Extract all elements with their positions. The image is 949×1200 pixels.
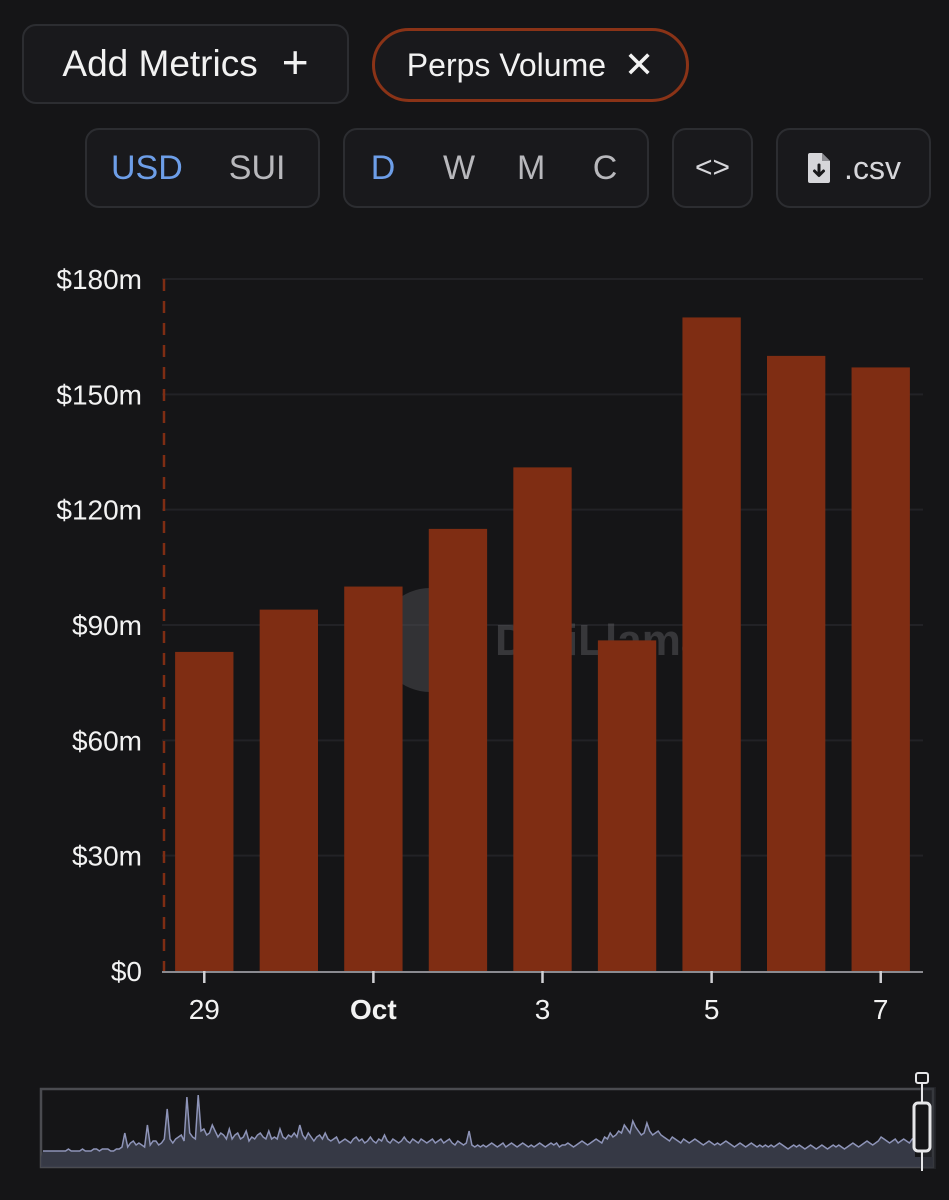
y-tick-label: $90m	[72, 610, 142, 641]
code-brackets-icon: <>	[694, 151, 731, 184]
x-axis: 29 Oct 3 5 7	[162, 971, 923, 1025]
plus-icon: +	[281, 36, 309, 88]
currency-toggle: USD SUI	[85, 128, 320, 208]
file-download-icon	[808, 153, 831, 183]
bars	[175, 317, 910, 971]
metric-chip-perps-volume[interactable]: Perps Volume ✕	[372, 28, 689, 102]
y-tick-label: $0	[111, 956, 142, 987]
x-tick-label: 3	[535, 994, 551, 1025]
period-option-day[interactable]: D	[370, 148, 396, 187]
add-metrics-label: Add Metrics	[62, 43, 258, 84]
period-option-week[interactable]: W	[443, 148, 476, 187]
brush-handle-grip	[915, 1072, 929, 1084]
bar-oct-2[interactable]	[428, 528, 488, 971]
x-tick-label: 29	[189, 994, 220, 1025]
brush-navigator[interactable]	[39, 1072, 936, 1171]
brush-handle[interactable]	[912, 1101, 932, 1153]
bar-oct-4[interactable]	[597, 640, 657, 971]
period-option-month[interactable]: M	[517, 148, 546, 187]
x-tick-label: 7	[873, 994, 889, 1025]
close-icon[interactable]: ✕	[624, 44, 655, 85]
y-tick-label: $150m	[56, 379, 142, 410]
bar-oct-7[interactable]	[851, 367, 910, 971]
period-toggle: D W M C	[343, 128, 649, 208]
embed-button[interactable]: <>	[672, 128, 753, 208]
x-tick-label: Oct	[350, 994, 397, 1025]
bar-sep-29[interactable]	[175, 651, 234, 971]
metric-chip-label: Perps Volume	[406, 46, 607, 83]
brush-baseline	[41, 1157, 933, 1167]
period-option-cumulative[interactable]: C	[592, 148, 618, 187]
y-tick-label: $180m	[56, 264, 142, 295]
y-tick-label: $60m	[72, 725, 142, 756]
brush-area	[41, 1095, 915, 1157]
currency-option-sui[interactable]: SUI	[228, 148, 286, 187]
add-metrics-button[interactable]: Add Metrics +	[22, 24, 349, 104]
y-tick-label: $30m	[72, 841, 142, 872]
bar-sep-30[interactable]	[259, 609, 319, 971]
bar-oct-6[interactable]	[766, 355, 826, 971]
csv-download-button[interactable]: .csv	[776, 128, 931, 208]
brush-line	[43, 1094, 916, 1152]
y-axis: $0 $30m $60m $90m $120m $150m $180m	[56, 264, 166, 987]
x-tick-label: 5	[704, 994, 720, 1025]
bar-oct-5[interactable]	[682, 317, 741, 971]
csv-label: .csv	[844, 149, 901, 186]
y-tick-label: $120m	[56, 495, 142, 526]
currency-option-usd[interactable]: USD	[111, 148, 183, 187]
bar-oct-3[interactable]	[513, 467, 572, 971]
bar-oct-1[interactable]	[344, 586, 403, 971]
